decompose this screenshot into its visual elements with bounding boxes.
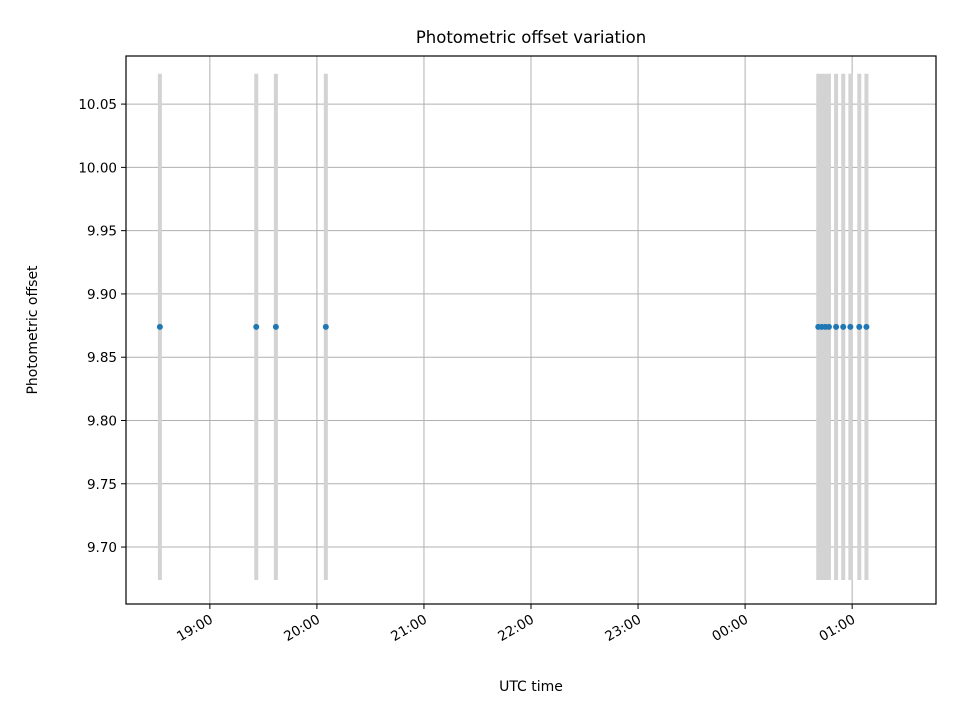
data-point xyxy=(322,323,329,330)
data-points xyxy=(156,323,870,330)
data-point xyxy=(833,323,840,330)
y-axis-label: Photometric offset xyxy=(25,265,41,395)
data-point xyxy=(272,323,279,330)
data-point xyxy=(856,323,863,330)
y-tick-label: 9.75 xyxy=(87,477,117,493)
data-point xyxy=(253,323,260,330)
data-point xyxy=(825,323,832,330)
y-tick-label: 9.80 xyxy=(87,413,117,429)
y-tick-label: 9.70 xyxy=(87,540,117,556)
data-point xyxy=(847,323,854,330)
chart-title: Photometric offset variation xyxy=(416,28,646,47)
x-axis-label: UTC time xyxy=(499,679,563,695)
grid-lines xyxy=(126,56,936,604)
y-tick-label: 9.95 xyxy=(87,224,117,240)
data-point xyxy=(840,323,847,330)
y-tick-label: 9.85 xyxy=(87,350,117,366)
data-point xyxy=(863,323,870,330)
data-point xyxy=(156,323,163,330)
y-tick-label: 10.00 xyxy=(78,160,117,176)
y-tick-label: 9.90 xyxy=(87,287,117,303)
y-axis-ticks: 9.70 9.75 9.80 9.85 9.90 9.95 10.00 10.05 xyxy=(78,97,126,556)
y-tick-label: 10.05 xyxy=(78,97,117,113)
